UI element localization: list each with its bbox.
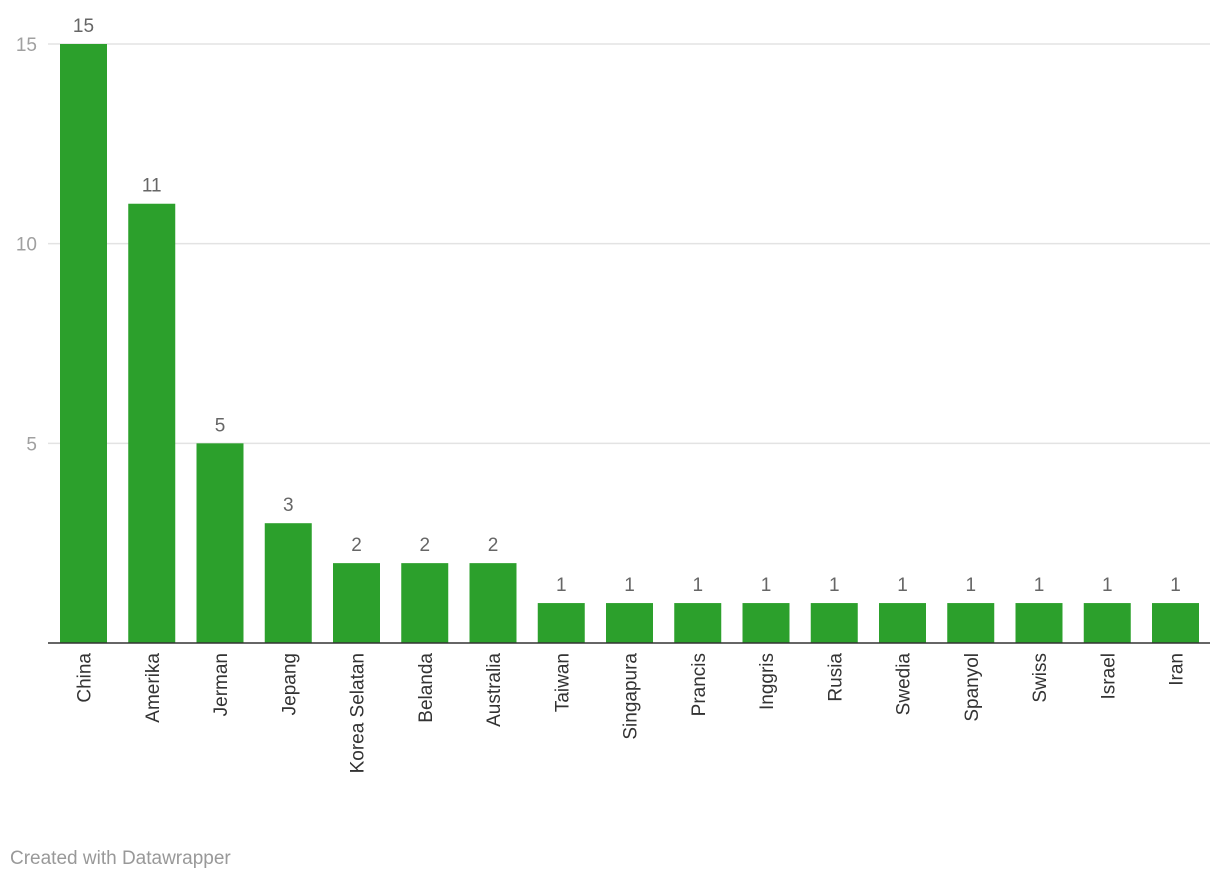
value-label: 1 (624, 575, 635, 596)
bar-belanda (401, 563, 449, 643)
value-label: 1 (1170, 575, 1181, 596)
value-label: 1 (897, 575, 908, 596)
bar-spanyol (947, 603, 995, 643)
bar-jepang (264, 523, 312, 643)
x-tick-label: Prancis (689, 653, 710, 716)
value-label: 1 (1034, 575, 1045, 596)
value-label: 2 (351, 535, 362, 556)
x-tick-label: Rusia (825, 653, 846, 702)
x-tick-label: Jerman (211, 653, 232, 716)
x-axis: China Amerika Jerman Jepang Korea Selatan Bel… (48, 642, 1210, 773)
bar-swedia (879, 603, 926, 643)
value-label: 1 (1102, 575, 1113, 596)
bar-korea-selatan (333, 563, 380, 643)
y-tick-label: 15 (16, 35, 37, 56)
y-tick-label: 5 (26, 434, 37, 455)
bar-taiwan (537, 603, 585, 643)
chart-credit: Created with Datawrapper (10, 848, 231, 869)
x-tick-label: Australia (484, 653, 505, 727)
x-tick-label: Swiss (1030, 653, 1051, 703)
value-label: 1 (965, 575, 976, 596)
bar-singapura (606, 603, 653, 643)
x-tick-label: Swedia (894, 653, 915, 716)
bar-iran (1152, 603, 1199, 643)
value-label: 1 (692, 575, 703, 596)
value-label: 1 (829, 575, 840, 596)
x-tick-label: Korea Selatan (348, 653, 369, 773)
x-tick-label: Amerika (143, 653, 164, 723)
x-tick-label: Jepang (279, 653, 300, 715)
bar-inggris (742, 603, 790, 643)
value-label: 1 (556, 575, 567, 596)
x-tick-label: China (75, 653, 96, 703)
x-tick-label: Iran (1167, 653, 1188, 686)
bar-jerman (196, 443, 244, 643)
x-tick-label: Spanyol (962, 653, 983, 722)
bar-rusia (810, 603, 858, 643)
x-tick-label: Israel (1098, 653, 1119, 699)
value-label: 2 (488, 535, 499, 556)
value-label: 1 (761, 575, 772, 596)
bars (60, 44, 1199, 643)
value-label: 5 (215, 415, 226, 436)
x-tick-label: Taiwan (552, 653, 573, 712)
bar-china (60, 44, 107, 643)
bar-swiss (1015, 603, 1063, 643)
value-label: 11 (142, 176, 162, 197)
x-tick-label: Belanda (416, 653, 437, 723)
value-label: 15 (73, 16, 94, 37)
x-tick-label: Inggris (757, 653, 778, 710)
x-tick-label: Singapura (621, 653, 642, 740)
bar-prancis (674, 603, 722, 643)
bar-israel (1083, 603, 1131, 643)
bar-australia (469, 563, 517, 643)
bar-amerika (128, 203, 176, 643)
value-label: 3 (283, 495, 294, 516)
value-label: 2 (419, 535, 430, 556)
gridlines (48, 43, 1210, 445)
y-axis: 5 10 15 (16, 35, 37, 455)
y-tick-label: 10 (16, 235, 37, 256)
